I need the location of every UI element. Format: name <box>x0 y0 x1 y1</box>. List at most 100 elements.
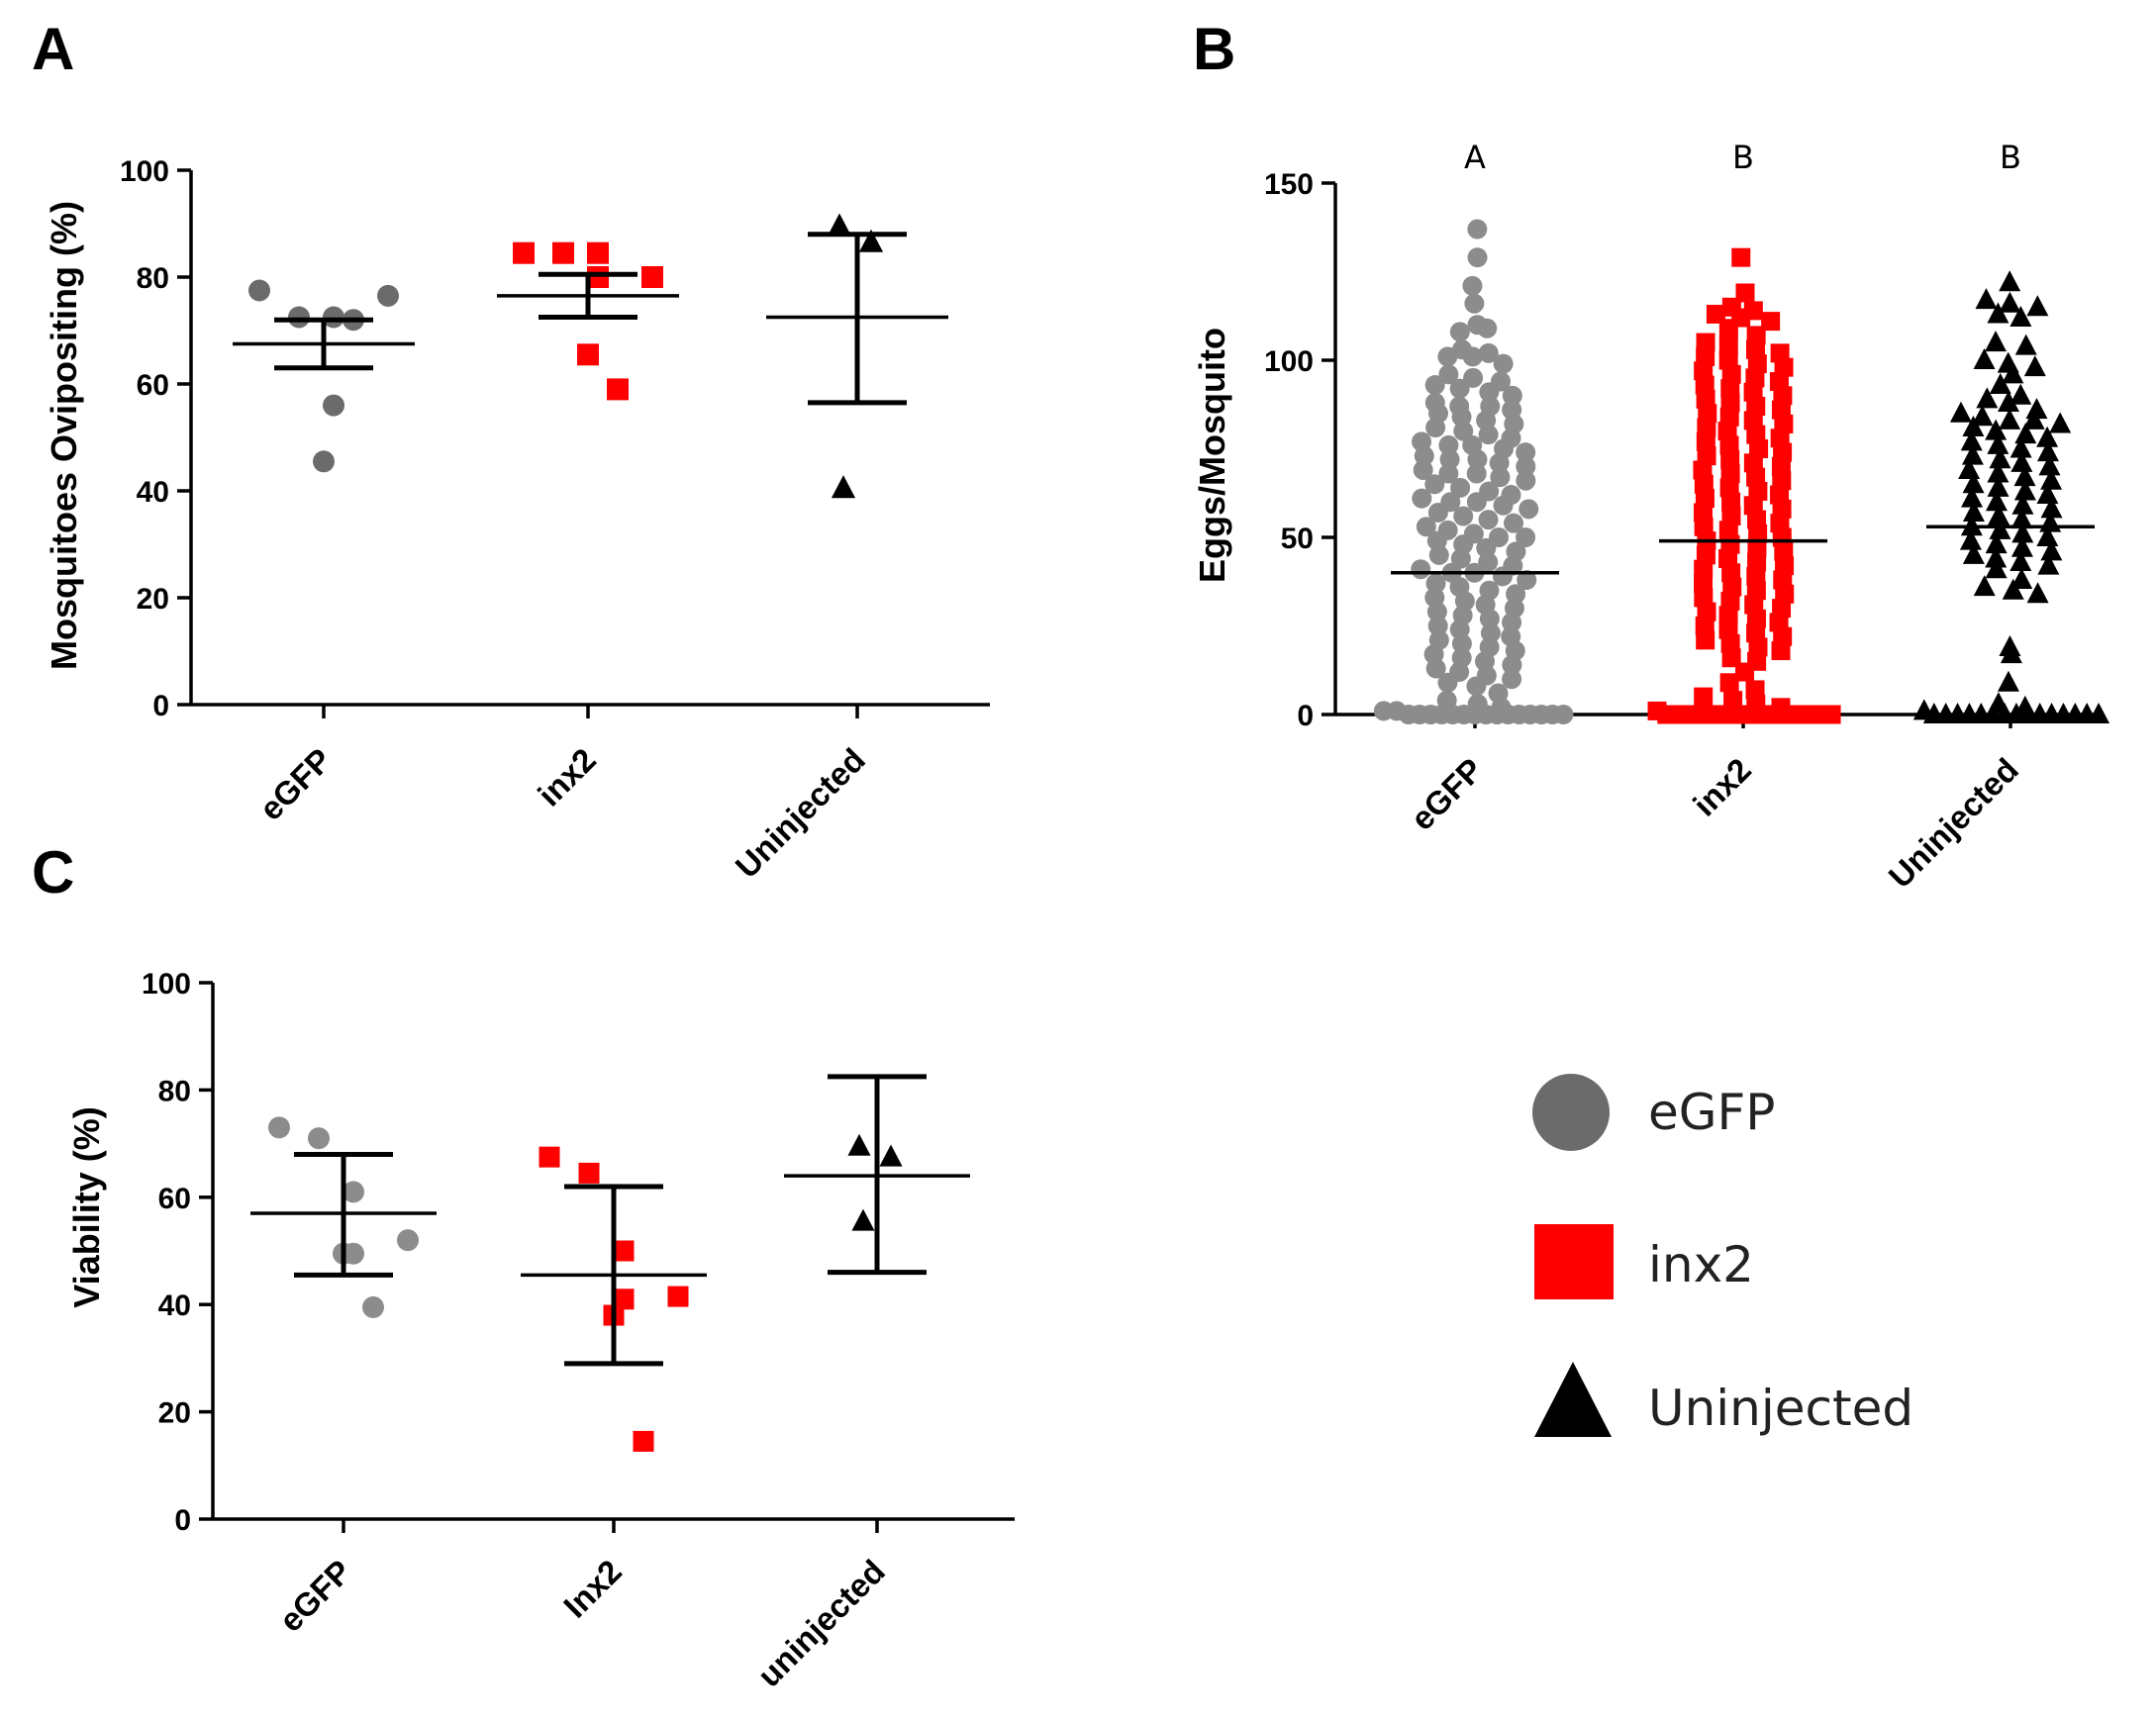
data-point <box>577 343 599 366</box>
data-point <box>1743 382 1763 402</box>
y-tick-label: 50 <box>1281 523 1314 555</box>
data-point <box>1745 339 1765 359</box>
data-point <box>1502 669 1522 690</box>
data-point <box>1747 538 1767 558</box>
data-point <box>1426 602 1447 622</box>
data-point <box>1504 513 1524 533</box>
data-point <box>2010 450 2033 472</box>
y-tick-label: 60 <box>137 369 169 402</box>
x-category-label: eGFP <box>252 741 339 827</box>
data-point <box>2036 483 2059 505</box>
y-tick-label: 40 <box>137 476 169 509</box>
x-category-label: Uninjected <box>1881 751 2024 895</box>
data-point <box>1999 408 2021 430</box>
data-point <box>587 266 609 288</box>
data-point <box>1694 474 1714 494</box>
data-point <box>1437 672 1458 693</box>
data-point <box>1694 574 1714 594</box>
legend-label-uninjected: Uninjected <box>1648 1380 1913 1437</box>
data-point <box>1695 375 1715 395</box>
data-point <box>1747 510 1767 529</box>
data-point <box>513 241 535 264</box>
y-tick-label: 80 <box>158 1075 191 1107</box>
data-point <box>1425 418 1446 438</box>
y-tick-label: 80 <box>137 262 169 295</box>
legend-square-marker <box>1534 1224 1614 1299</box>
data-point <box>1720 591 1740 611</box>
data-point <box>1772 599 1792 619</box>
data-point <box>1425 658 1446 679</box>
data-point <box>851 1208 875 1231</box>
data-point <box>1718 521 1738 540</box>
data-point <box>1745 680 1765 700</box>
data-point <box>1773 442 1793 462</box>
panel-b-y-axis-title: Eggs/Mosquito <box>1192 328 1232 583</box>
data-point <box>1985 546 2008 568</box>
x-category-label: Inx2 <box>556 1553 629 1625</box>
data-point <box>1694 687 1714 707</box>
data-point <box>1721 364 1741 384</box>
data-point <box>1427 502 1448 523</box>
data-point <box>1721 492 1741 512</box>
data-point <box>1412 488 1432 509</box>
data-point <box>288 306 310 329</box>
data-point <box>362 1295 384 1318</box>
data-point <box>827 213 852 237</box>
data-point <box>1746 581 1766 601</box>
significance-letter: B <box>1732 139 1754 176</box>
data-point <box>1988 504 2010 525</box>
data-point <box>858 229 884 252</box>
data-point <box>2009 550 2032 572</box>
data-point <box>2009 436 2032 458</box>
data-point <box>2023 355 2046 377</box>
y-tick-label: 100 <box>1264 345 1314 378</box>
data-point <box>667 1286 689 1307</box>
data-point <box>1516 527 1536 547</box>
data-point <box>1706 304 1725 324</box>
data-point <box>1748 637 1768 657</box>
data-point <box>1502 385 1522 406</box>
data-point <box>2040 539 2063 561</box>
data-point <box>1517 569 1537 590</box>
data-point <box>1720 464 1740 484</box>
data-point <box>1962 542 1985 564</box>
data-point <box>1775 584 1795 604</box>
data-point <box>1450 477 1471 498</box>
y-tick-label: 0 <box>152 690 169 722</box>
data-point <box>1745 368 1765 388</box>
data-point <box>2011 522 2034 543</box>
data-point <box>1516 456 1536 477</box>
y-tick-label: 20 <box>158 1397 191 1430</box>
data-point <box>1449 378 1470 399</box>
data-point <box>1717 422 1737 441</box>
data-point <box>1424 375 1445 396</box>
data-point <box>1695 617 1715 635</box>
data-point <box>1748 481 1768 501</box>
panel-b-chart: 0 50 100 150 eGFP inx2 Uninjected A B B <box>1264 139 2110 895</box>
data-point <box>1519 499 1539 520</box>
data-point <box>2088 703 2110 723</box>
data-point <box>1959 528 1982 550</box>
data-point <box>1721 648 1741 668</box>
x-category-label: inx2 <box>531 741 603 813</box>
panel-c-y-axis-title: Viability (%) <box>66 1106 107 1307</box>
data-point <box>1989 518 2011 539</box>
data-point <box>2022 408 2045 430</box>
data-point <box>2036 440 2059 462</box>
data-point <box>587 241 609 264</box>
data-point <box>1516 470 1536 491</box>
y-tick-label: 100 <box>142 968 191 1001</box>
data-point <box>1478 510 1499 530</box>
data-point <box>2011 493 2034 515</box>
data-point <box>1696 346 1715 366</box>
data-point <box>1437 346 1458 367</box>
data-point <box>1723 691 1743 711</box>
data-point <box>1985 557 2008 579</box>
y-tick-label: 40 <box>158 1289 191 1322</box>
data-point <box>1718 548 1738 568</box>
data-point <box>1746 566 1766 586</box>
data-point <box>613 1240 635 1262</box>
data-point <box>1478 552 1499 573</box>
data-point <box>2013 479 2036 501</box>
